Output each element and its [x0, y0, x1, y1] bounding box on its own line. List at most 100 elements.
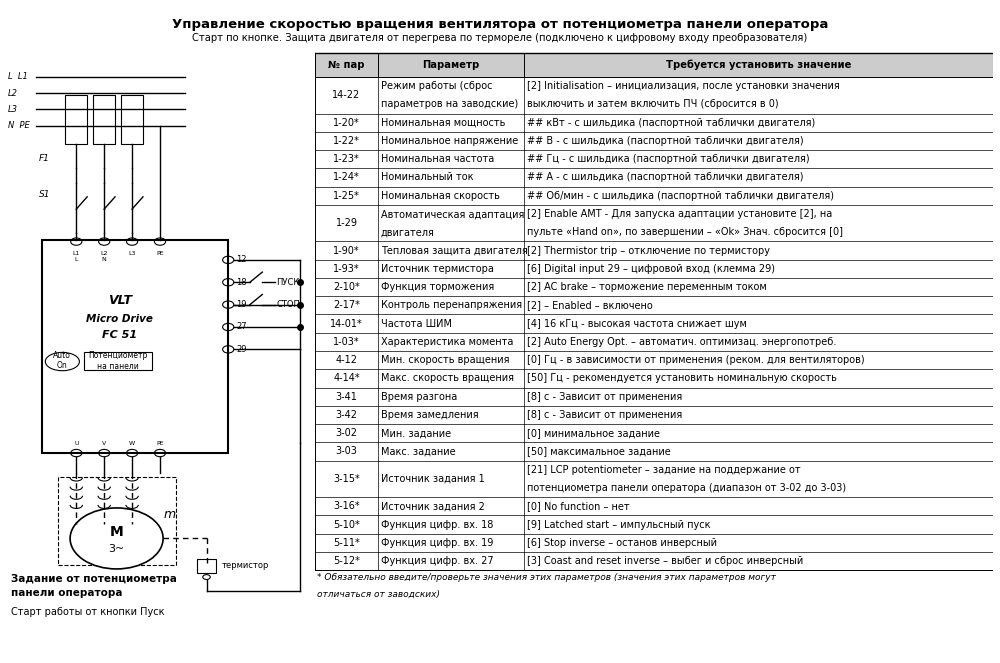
Bar [315, 534, 993, 552]
Text: FC 51: FC 51 [102, 330, 137, 340]
Text: 14-22: 14-22 [332, 90, 361, 100]
Text: 1-24*: 1-24* [333, 172, 360, 182]
Bar [315, 186, 993, 205]
Text: 3-41: 3-41 [336, 392, 357, 402]
Bar [315, 461, 993, 497]
Bar [315, 168, 993, 186]
Text: Параметр: Параметр [422, 60, 480, 70]
Bar [315, 113, 993, 132]
Bar [315, 150, 993, 168]
FancyBboxPatch shape [42, 239, 228, 453]
Text: L3: L3 [8, 105, 18, 114]
FancyBboxPatch shape [93, 95, 115, 144]
Text: 3-16*: 3-16* [333, 501, 360, 511]
Text: S1: S1 [39, 190, 51, 200]
Bar [315, 424, 993, 442]
Text: 1-22*: 1-22* [333, 136, 360, 146]
Text: L  L1: L L1 [8, 72, 28, 82]
Text: 1-93*: 1-93* [333, 264, 360, 274]
Text: ПУСК: ПУСК [276, 278, 300, 287]
Text: [0] No function – нет: [0] No function – нет [527, 501, 629, 511]
Text: Макс. скорость вращения: Макс. скорость вращения [381, 373, 514, 383]
Text: N  PE: N PE [8, 121, 30, 130]
Text: [8] с - Зависит от применения: [8] с - Зависит от применения [527, 392, 682, 402]
Text: 1-29: 1-29 [336, 218, 358, 228]
Bar [315, 132, 993, 150]
Text: Мин. скорость вращения: Мин. скорость вращения [381, 355, 509, 365]
Bar [315, 296, 993, 314]
Text: [2] Enable АМТ - Для запуска адаптации установите [2], на: [2] Enable АМТ - Для запуска адаптации у… [527, 209, 832, 219]
Text: ## А - с шильдика (паспортной таблички двигателя): ## А - с шильдика (паспортной таблички д… [527, 172, 803, 182]
Text: Источник задания 1: Источник задания 1 [381, 474, 485, 484]
Text: Мин. задание: Мин. задание [381, 428, 451, 438]
Text: 1-20*: 1-20* [333, 118, 360, 128]
Bar [315, 333, 993, 351]
Bar [315, 260, 993, 278]
Bar [315, 241, 993, 260]
Text: [2] Thermistor trip – отключение по термистору: [2] Thermistor trip – отключение по терм… [527, 245, 770, 255]
Text: ## Гц - с шильдика (паспортной таблички двигателя): ## Гц - с шильдика (паспортной таблички … [527, 154, 809, 164]
Text: m: m [163, 508, 175, 520]
Text: Режим работы (сброс: Режим работы (сброс [381, 81, 492, 91]
Bar [315, 77, 993, 113]
Text: Номинальный ток: Номинальный ток [381, 172, 473, 182]
Text: 2-10*: 2-10* [333, 282, 360, 292]
Text: 5-10*: 5-10* [333, 520, 360, 530]
Text: 19: 19 [236, 300, 246, 309]
Text: [50] максимальное задание: [50] максимальное задание [527, 446, 670, 457]
Text: 27: 27 [236, 322, 247, 332]
Text: [21] LCP potentiometer – задание на поддержание от: [21] LCP potentiometer – задание на подд… [527, 465, 800, 475]
FancyBboxPatch shape [121, 95, 143, 144]
Text: Функция торможения: Функция торможения [381, 282, 494, 292]
Circle shape [70, 508, 163, 569]
Text: Старт работы от кнопки Пуск: Старт работы от кнопки Пуск [11, 607, 165, 617]
Ellipse shape [45, 353, 79, 371]
Text: Номинальная частота: Номинальная частота [381, 154, 494, 164]
Bar [315, 552, 993, 570]
Bar [315, 278, 993, 296]
Text: [0] Гц - в зависимости от применения (реком. для вентиляторов): [0] Гц - в зависимости от применения (ре… [527, 355, 864, 365]
Bar [315, 369, 993, 388]
Text: Тепловая защита двигателя: Тепловая защита двигателя [381, 245, 528, 255]
Circle shape [203, 575, 210, 579]
Text: M: M [110, 525, 123, 539]
Bar [315, 388, 993, 406]
Text: 5-12*: 5-12* [333, 556, 360, 566]
Text: 3-15*: 3-15* [333, 474, 360, 484]
Text: отличаться от заводских): отличаться от заводских) [317, 590, 440, 599]
Text: Автоматическая адаптация: Автоматическая адаптация [381, 209, 524, 219]
Bar [315, 351, 993, 369]
Text: 18: 18 [236, 278, 247, 287]
Text: Время замедления: Время замедления [381, 410, 478, 420]
Text: V: V [102, 441, 106, 446]
Bar [315, 53, 993, 77]
Text: Источник термистора: Источник термистора [381, 264, 494, 274]
Text: 2-17*: 2-17* [333, 300, 360, 310]
Text: Auto
On: Auto On [53, 351, 71, 370]
Text: Функция цифр. вх. 27: Функция цифр. вх. 27 [381, 556, 493, 566]
Text: термистор: термистор [222, 562, 269, 570]
Text: F1: F1 [39, 154, 50, 162]
Text: VLT: VLT [108, 294, 132, 307]
Text: PE: PE [156, 251, 164, 256]
Text: 1-90*: 1-90* [333, 245, 360, 255]
Text: [50] Гц - рекомендуется установить номинальную скорость: [50] Гц - рекомендуется установить номин… [527, 373, 836, 383]
Text: Номинальная скорость: Номинальная скорость [381, 191, 500, 201]
FancyBboxPatch shape [197, 559, 216, 573]
Text: [4] 16 кГц - высокая частота снижает шум: [4] 16 кГц - высокая частота снижает шум [527, 319, 746, 329]
Text: U: U [74, 441, 79, 446]
Text: 1-25*: 1-25* [333, 191, 360, 201]
Text: L1
L: L1 L [73, 251, 80, 261]
Text: PE: PE [156, 441, 164, 446]
Text: Номинальное напряжение: Номинальное напряжение [381, 136, 518, 146]
Text: Контроль перенапряжения: Контроль перенапряжения [381, 300, 522, 310]
Text: Потенциометр
на панели: Потенциометр на панели [88, 351, 148, 371]
Text: 1-23*: 1-23* [333, 154, 360, 164]
Text: L3: L3 [128, 251, 136, 256]
Bar [315, 497, 993, 515]
Text: [0] минимальное задание: [0] минимальное задание [527, 428, 660, 438]
Text: Старт по кнопке. Защита двигателя от перегрева по термореле (подключено к цифров: Старт по кнопке. Защита двигателя от пер… [192, 33, 808, 43]
Text: Функция цифр. вх. 18: Функция цифр. вх. 18 [381, 520, 493, 530]
Text: L2
N: L2 N [100, 251, 108, 261]
Text: 5-11*: 5-11* [333, 538, 360, 548]
